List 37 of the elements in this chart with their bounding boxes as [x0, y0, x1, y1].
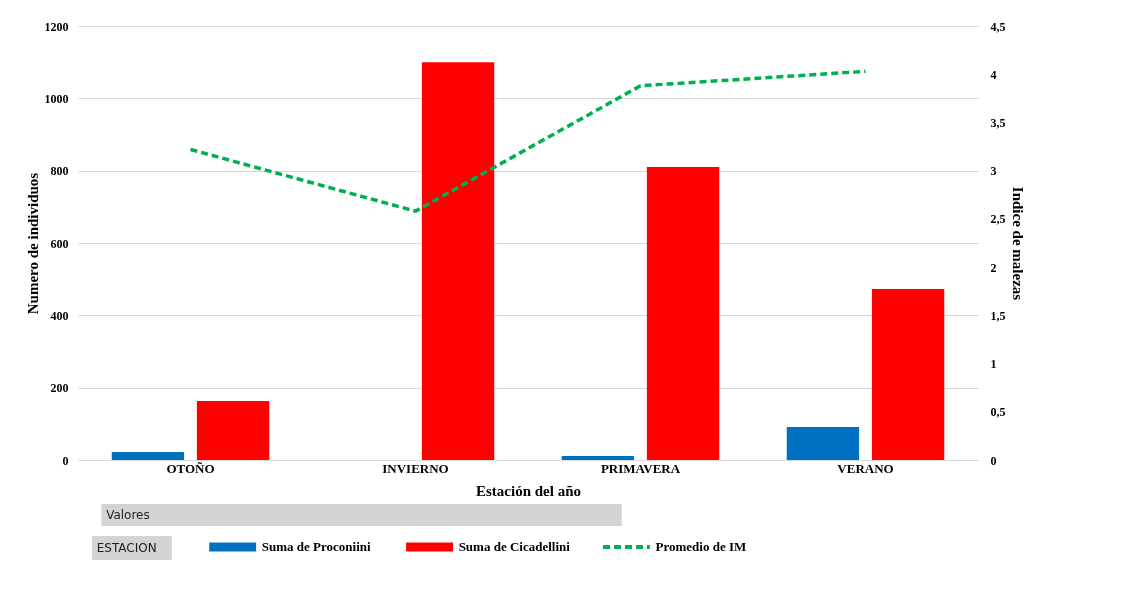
y2-tick-label: 1,5	[990, 308, 1006, 323]
y-tick-label: 0	[62, 453, 69, 468]
y2-tick-label: 3,5	[990, 115, 1006, 130]
bar	[196, 401, 270, 460]
y2-tick-label: 4	[990, 67, 997, 82]
bar	[786, 427, 860, 460]
y-tick-label: 1000	[44, 91, 69, 106]
text: ESTACION	[96, 541, 157, 555]
y2-tick-label: 4,5	[990, 19, 1006, 34]
bar	[871, 288, 945, 460]
x-tick-label: VERANO	[837, 460, 894, 476]
y2-tick-label: 2	[990, 260, 997, 275]
legend-label: Suma de Proconiini	[261, 539, 371, 554]
x-tick-label: INVIERNO	[382, 460, 449, 476]
bar	[111, 452, 185, 460]
y-tick-label: 400	[50, 308, 69, 323]
legend-label: Promedio de IM	[655, 539, 747, 554]
y-tick-label: 800	[50, 164, 69, 179]
text: Valores	[106, 508, 150, 522]
line-series	[188, 69, 868, 213]
y2-tick-label: 0	[990, 453, 997, 468]
y-tick-label: 200	[50, 381, 69, 396]
y2-tick-label: 3	[990, 164, 997, 179]
y2-tick-label: 0,5	[990, 405, 1006, 420]
x-tick-label: PRIMAVERA	[600, 460, 681, 476]
x-tick-label: OTOÑO	[166, 460, 215, 476]
bar	[561, 456, 635, 460]
bar	[646, 167, 720, 460]
y2-axis-title: Indice de malezas	[1009, 186, 1026, 301]
y-tick-label: 1200	[44, 19, 69, 34]
legend-label: Suma de Cicadellini	[458, 539, 571, 554]
bar	[421, 62, 495, 460]
x-axis-title: Estación del año	[475, 482, 582, 499]
y-tick-label: 600	[50, 236, 69, 251]
y2-tick-label: 1	[990, 357, 997, 372]
y-axis-title: Numero de individuos	[24, 172, 41, 315]
y2-tick-label: 2,5	[990, 212, 1006, 227]
